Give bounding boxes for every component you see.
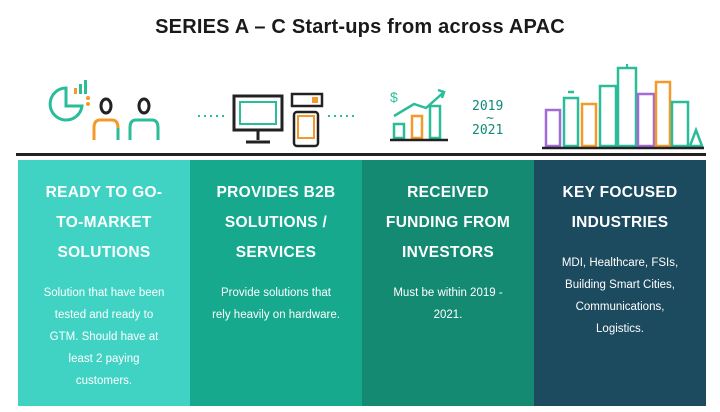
heading-line: SOLUTIONS bbox=[57, 244, 151, 261]
city-skyline-icon bbox=[542, 64, 704, 150]
svg-text:$: $ bbox=[390, 89, 398, 105]
year-end-label: 2021 bbox=[472, 123, 503, 138]
heading-line: SERVICES bbox=[235, 244, 317, 261]
panel-body: MDI, Healthcare, FSIs, Building Smart Ci… bbox=[544, 252, 696, 340]
body-line: customers. bbox=[75, 375, 133, 387]
funding-growth-icon: $ 2019 ~ 2021 bbox=[390, 88, 503, 142]
heading-line: RECEIVED bbox=[407, 184, 489, 201]
body-line: Communications, bbox=[575, 301, 665, 313]
icon-row: $ 2019 ~ 2021 bbox=[0, 60, 720, 152]
panel-body: Provide solutions that rely heavily on h… bbox=[200, 282, 352, 326]
body-line: Provide solutions that bbox=[221, 287, 331, 299]
body-line: 2021. bbox=[433, 309, 463, 321]
heading-line: FUNDING FROM bbox=[385, 214, 511, 231]
panel-heading: PROVIDES B2B SOLUTIONS / SERVICES bbox=[200, 178, 352, 268]
heading-line: INDUSTRIES bbox=[571, 214, 669, 231]
page-title: SERIES A – C Start-ups from across APAC bbox=[155, 16, 565, 38]
body-line: rely heavily on hardware. bbox=[212, 309, 340, 321]
panel-b2b-solutions: PROVIDES B2B SOLUTIONS / SERVICES Provid… bbox=[190, 160, 362, 406]
panel-heading: RECEIVED FUNDING FROM INVESTORS bbox=[372, 178, 524, 268]
body-line: Building Smart Cities, bbox=[565, 279, 675, 291]
heading-line: PROVIDES B2B bbox=[216, 184, 336, 201]
body-line: MDI, Healthcare, FSIs, bbox=[561, 257, 679, 269]
body-line: Must be within 2019 - bbox=[393, 287, 503, 299]
body-line: GTM. Should have at bbox=[49, 331, 159, 343]
panel-key-industries: KEY FOCUSED INDUSTRIES MDI, Healthcare, … bbox=[534, 160, 706, 406]
body-line: tested and ready to bbox=[54, 309, 154, 321]
heading-line: INVESTORS bbox=[402, 244, 494, 261]
market-people-icon bbox=[48, 80, 160, 140]
panel-body: Solution that have been tested and ready… bbox=[28, 282, 180, 392]
panel-ready-to-market: READY TO GO- TO-MARKET SOLUTIONS Solutio… bbox=[18, 160, 190, 406]
body-line: Solution that have been bbox=[43, 287, 165, 299]
year-sep-label: ~ bbox=[486, 111, 494, 126]
divider-line bbox=[16, 153, 706, 156]
body-line: Logistics. bbox=[596, 323, 644, 335]
panel-heading: READY TO GO- TO-MARKET SOLUTIONS bbox=[28, 178, 180, 268]
devices-icon bbox=[198, 92, 354, 148]
year-start-label: 2019 bbox=[472, 99, 503, 114]
criteria-panels: READY TO GO- TO-MARKET SOLUTIONS Solutio… bbox=[18, 160, 706, 406]
panel-body: Must be within 2019 - 2021. bbox=[372, 282, 524, 326]
panel-heading: KEY FOCUSED INDUSTRIES bbox=[544, 178, 696, 238]
body-line: least 2 paying bbox=[68, 353, 140, 365]
panel-received-funding: RECEIVED FUNDING FROM INVESTORS Must be … bbox=[362, 160, 534, 406]
heading-line: SOLUTIONS / bbox=[224, 214, 328, 231]
heading-line: KEY FOCUSED bbox=[562, 184, 678, 201]
heading-line: READY TO GO- bbox=[45, 184, 163, 201]
heading-line: TO-MARKET bbox=[56, 214, 152, 231]
